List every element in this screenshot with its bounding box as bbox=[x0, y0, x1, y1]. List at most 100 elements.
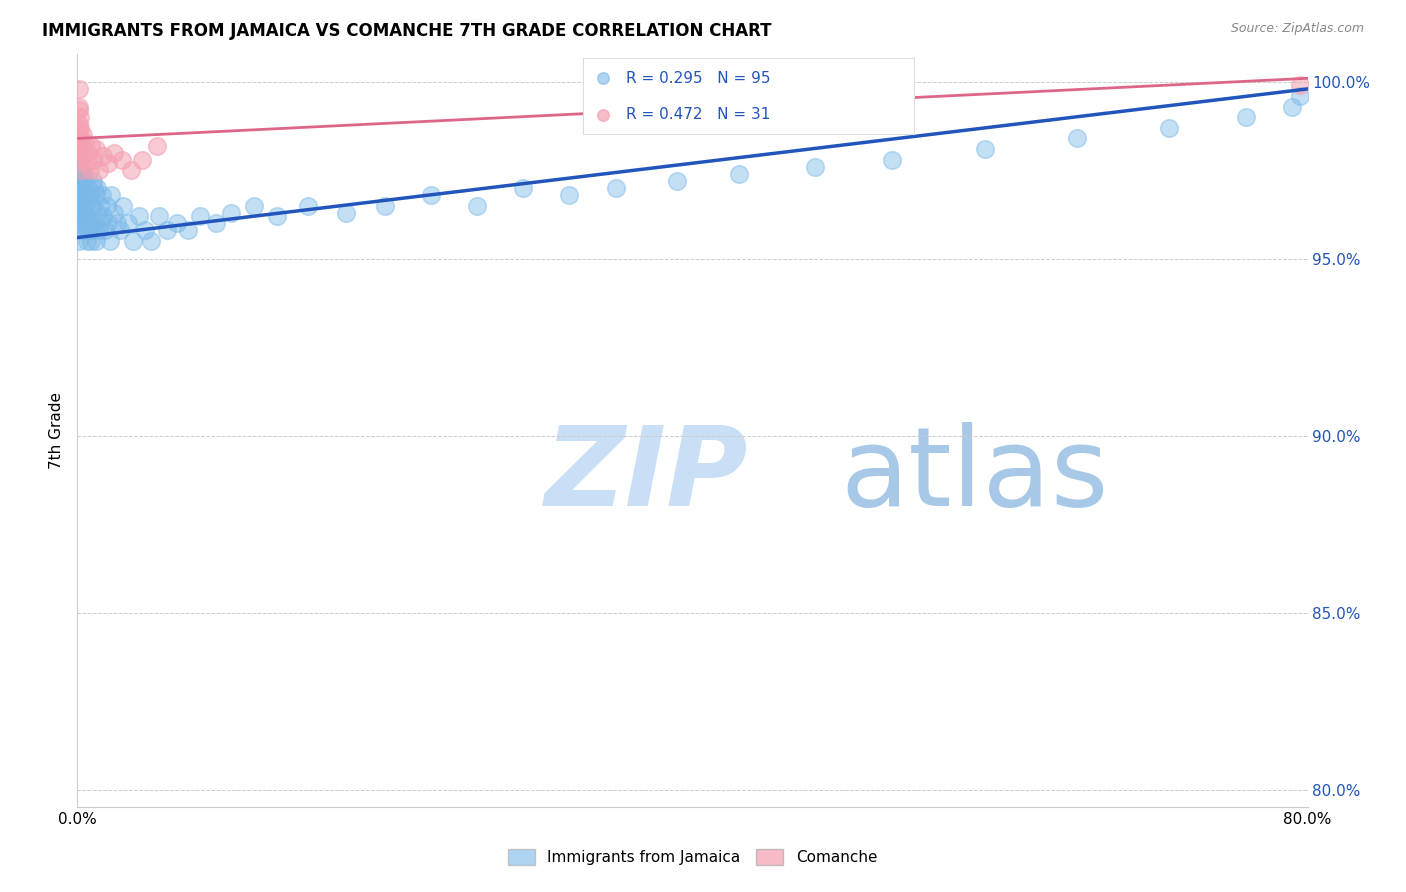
Point bbox=[69, 178, 91, 192]
Point bbox=[335, 206, 357, 220]
Point bbox=[73, 199, 96, 213]
Y-axis label: 7th Grade: 7th Grade bbox=[49, 392, 65, 469]
Point bbox=[69, 199, 91, 213]
Point bbox=[166, 216, 188, 230]
Point bbox=[105, 216, 128, 230]
Point bbox=[804, 160, 827, 174]
Point bbox=[72, 223, 94, 237]
Point bbox=[266, 209, 288, 223]
Point bbox=[76, 234, 98, 248]
Point bbox=[297, 199, 319, 213]
Point bbox=[67, 199, 90, 213]
Point bbox=[86, 206, 108, 220]
Point bbox=[82, 174, 104, 188]
Text: R = 0.295   N = 95: R = 0.295 N = 95 bbox=[627, 71, 770, 86]
Point bbox=[69, 209, 91, 223]
Point bbox=[97, 156, 120, 170]
Point bbox=[98, 234, 121, 248]
Point bbox=[67, 163, 90, 178]
Point bbox=[89, 216, 111, 230]
Point bbox=[76, 188, 98, 202]
Point bbox=[87, 223, 110, 237]
Legend: Immigrants from Jamaica, Comanche: Immigrants from Jamaica, Comanche bbox=[502, 843, 883, 871]
Point bbox=[146, 138, 169, 153]
Point bbox=[1066, 131, 1088, 145]
Point bbox=[67, 195, 90, 210]
Point bbox=[94, 223, 117, 237]
Point bbox=[80, 234, 103, 248]
Point bbox=[70, 195, 93, 210]
Point bbox=[67, 131, 90, 145]
Point bbox=[67, 82, 90, 96]
Point bbox=[82, 223, 104, 237]
Point bbox=[1234, 110, 1257, 124]
Point bbox=[67, 206, 90, 220]
Point bbox=[558, 188, 581, 202]
Point bbox=[67, 181, 90, 195]
Text: Source: ZipAtlas.com: Source: ZipAtlas.com bbox=[1230, 22, 1364, 36]
Point bbox=[374, 199, 396, 213]
Point bbox=[120, 163, 142, 178]
Point bbox=[592, 71, 614, 86]
Point bbox=[84, 142, 107, 156]
Point bbox=[67, 124, 90, 138]
Point bbox=[82, 153, 104, 167]
Point bbox=[1281, 100, 1303, 114]
Point bbox=[67, 100, 90, 114]
Point bbox=[121, 234, 143, 248]
Point bbox=[73, 216, 96, 230]
Point bbox=[67, 153, 90, 167]
Point bbox=[69, 181, 91, 195]
Point bbox=[219, 206, 242, 220]
Point bbox=[72, 206, 94, 220]
Text: atlas: atlas bbox=[841, 422, 1108, 529]
Point bbox=[1289, 89, 1312, 103]
Point bbox=[93, 149, 115, 163]
Point bbox=[69, 223, 91, 237]
Point bbox=[1289, 78, 1312, 93]
Point bbox=[69, 202, 91, 217]
Point bbox=[128, 209, 150, 223]
Point bbox=[84, 234, 107, 248]
Point bbox=[67, 153, 90, 167]
Point bbox=[96, 199, 118, 213]
Point bbox=[112, 199, 135, 213]
Text: R = 0.472   N = 31: R = 0.472 N = 31 bbox=[627, 107, 770, 122]
Point bbox=[69, 135, 91, 149]
Point bbox=[103, 145, 125, 160]
Point bbox=[80, 138, 103, 153]
Point bbox=[67, 117, 90, 131]
Point bbox=[666, 174, 689, 188]
Point bbox=[100, 188, 122, 202]
Point bbox=[148, 209, 170, 223]
Point bbox=[103, 206, 125, 220]
Point bbox=[73, 174, 96, 188]
Point bbox=[76, 209, 98, 223]
Point bbox=[72, 128, 94, 142]
Point bbox=[69, 188, 91, 202]
Point bbox=[72, 149, 94, 163]
Point bbox=[111, 153, 134, 167]
Point bbox=[155, 223, 177, 237]
Point bbox=[79, 199, 101, 213]
Point bbox=[177, 223, 200, 237]
Point bbox=[93, 209, 115, 223]
Point bbox=[141, 234, 163, 248]
Point bbox=[77, 181, 100, 195]
Point bbox=[67, 216, 90, 230]
Point bbox=[69, 110, 91, 124]
Point bbox=[77, 145, 100, 160]
Point bbox=[87, 163, 110, 178]
Point bbox=[973, 142, 995, 156]
Point bbox=[84, 188, 107, 202]
Point bbox=[67, 103, 90, 117]
Point bbox=[77, 223, 100, 237]
Point bbox=[67, 174, 90, 188]
Point bbox=[70, 216, 93, 230]
Point bbox=[67, 145, 90, 160]
Point bbox=[73, 135, 96, 149]
Point bbox=[79, 216, 101, 230]
Point bbox=[882, 153, 904, 167]
Point bbox=[82, 199, 104, 213]
Point bbox=[204, 216, 226, 230]
